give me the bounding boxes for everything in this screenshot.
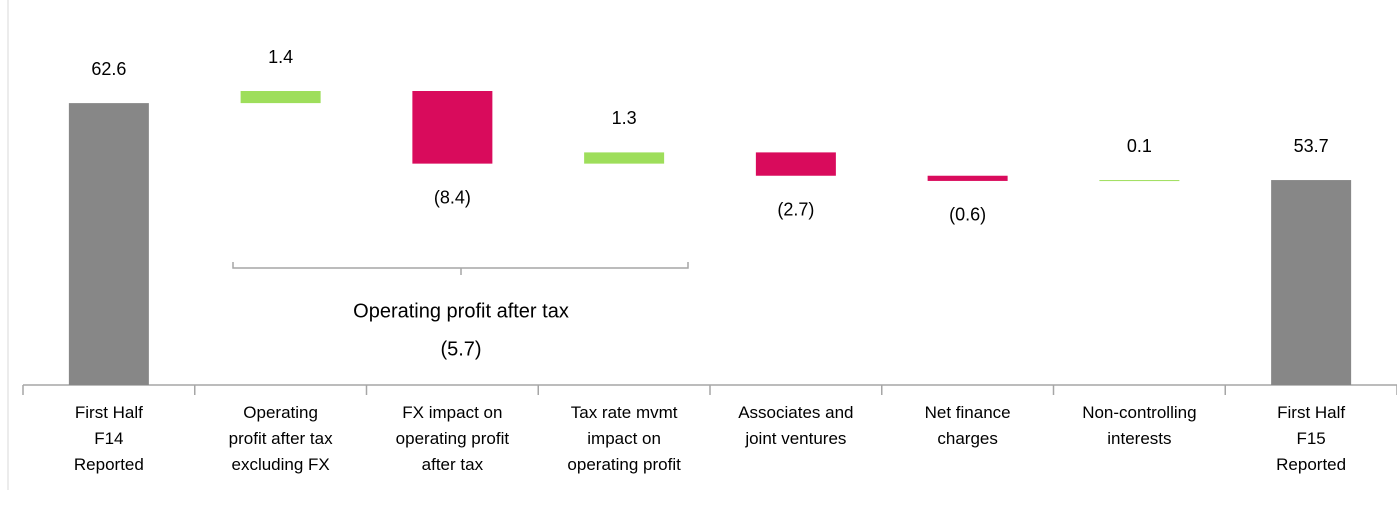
x-tick-label: Associates and joint ventures (738, 403, 853, 448)
bar (412, 91, 493, 164)
value-label: (8.4) (434, 187, 471, 207)
value-label: (0.6) (949, 205, 986, 225)
bracket (232, 262, 689, 275)
x-tick-label: Net finance charges (925, 403, 1011, 448)
x-tick-label: FX impact on operating profit after tax (396, 403, 510, 474)
x-tick-label: Non-controlling interests (1082, 403, 1196, 448)
bar (1099, 180, 1180, 182)
x-tick-label: Tax rate mvmt impact on operating profit (567, 403, 681, 474)
x-tick-label: Operating profit after tax excluding FX (229, 403, 333, 474)
value-label: (2.7) (777, 199, 814, 219)
x-tick-label: First Half F14 Reported (74, 403, 144, 474)
value-label: 0.1 (1127, 136, 1152, 156)
x-tick-label: First Half F15 Reported (1276, 403, 1346, 474)
bar (755, 152, 836, 176)
value-label: 62.6 (91, 59, 126, 79)
bar (927, 175, 1008, 181)
value-label: 1.4 (268, 47, 293, 67)
value-label: 53.7 (1294, 136, 1329, 156)
bar (68, 103, 149, 385)
annotation-value: (5.7) (440, 338, 481, 360)
annotation-text: Operating profit after tax (353, 300, 569, 322)
value-label: 1.3 (612, 108, 637, 128)
bar (1271, 180, 1352, 385)
bar (240, 91, 321, 104)
bar (584, 152, 665, 164)
